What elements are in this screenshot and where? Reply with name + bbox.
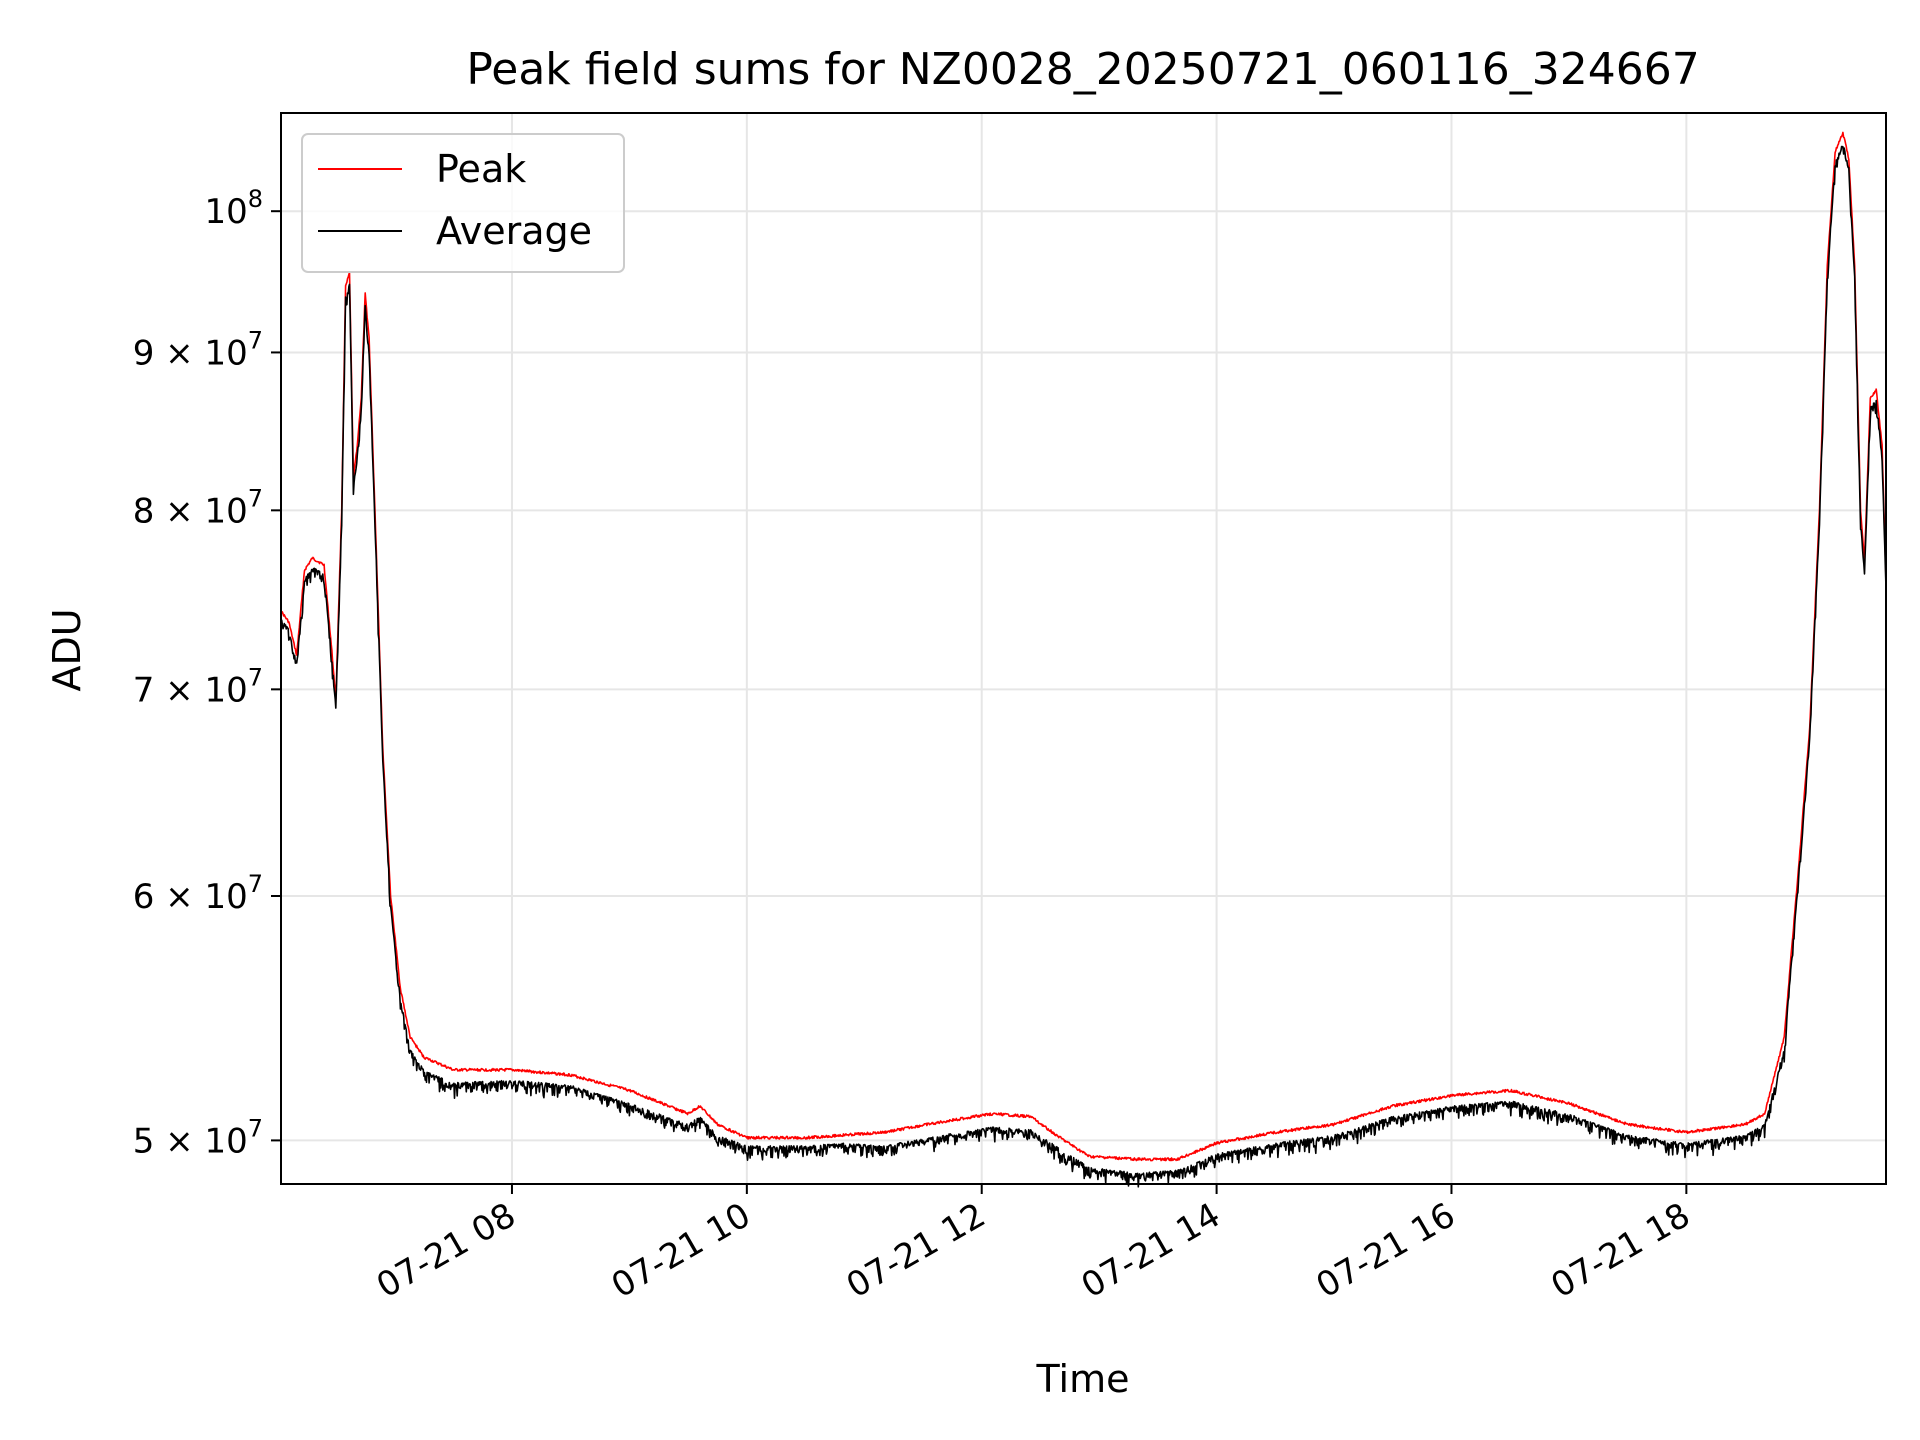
y-axis-label: ADU xyxy=(45,608,89,691)
y-tick-label: 5 × 107 xyxy=(133,1114,263,1161)
legend-label-average: Average xyxy=(436,209,592,253)
x-axis-label: Time xyxy=(1036,1357,1130,1401)
y-tick-label: 9 × 107 xyxy=(133,326,263,373)
legend: Peak Average xyxy=(301,133,625,273)
plot-frame xyxy=(280,112,1887,1185)
series-layer xyxy=(280,131,1887,1188)
y-tick-label: 108 xyxy=(204,185,263,232)
y-axis: 5 × 107 6 × 107 7 × 107 8 × 107 9 × 107 108 xyxy=(133,185,281,1161)
y-tick-label: 7 × 107 xyxy=(133,663,263,710)
series-line-average xyxy=(280,145,1887,1188)
y-tick-label: 8 × 107 xyxy=(133,484,263,531)
y-tick-label: 6 × 107 xyxy=(133,870,263,917)
grid xyxy=(281,113,1886,1184)
legend-label-peak: Peak xyxy=(436,147,526,191)
series-line-peak xyxy=(280,131,1887,1162)
chart-title: Peak field sums for NZ0028_20250721_0601… xyxy=(466,44,1699,95)
